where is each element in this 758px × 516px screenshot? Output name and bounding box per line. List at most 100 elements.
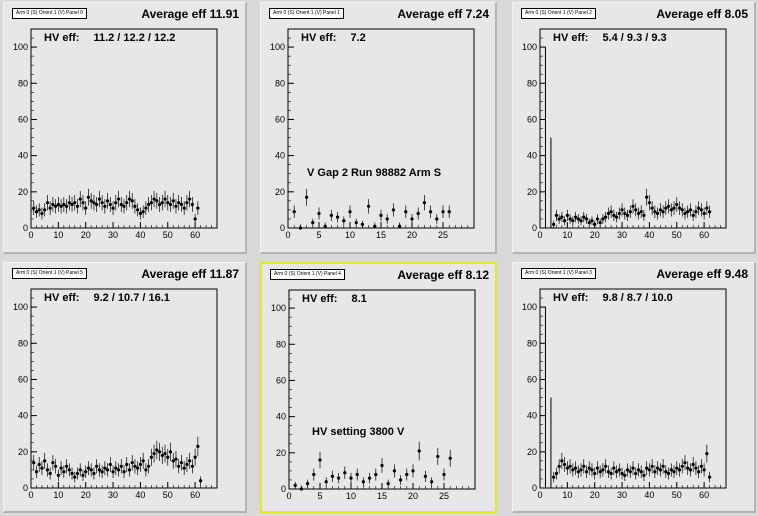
x-tick-label: 10	[346, 491, 356, 501]
data-point	[67, 468, 71, 472]
data-point	[658, 208, 662, 212]
data-point	[73, 201, 77, 205]
y-tick-label: 80	[276, 339, 286, 349]
y-tick-label: 100	[13, 302, 28, 312]
data-point	[374, 472, 378, 477]
y-tick-label: 20	[527, 447, 537, 457]
data-point	[385, 217, 389, 221]
histogram-pad-5[interactable]: 0 10 20 30 40 50 60 0 20 40 60 80 100 Arm 0 (S) Orien…	[512, 262, 756, 513]
data-point	[404, 210, 408, 214]
data-point	[51, 461, 55, 465]
data-point	[584, 470, 589, 474]
data-point	[625, 468, 630, 472]
data-point	[642, 213, 646, 217]
data-point	[122, 470, 126, 474]
data-point	[617, 211, 621, 216]
data-point	[32, 461, 36, 465]
y-tick-label: 60	[18, 114, 28, 124]
data-point	[560, 215, 564, 219]
hv-eff-label: HV eff: 11.2 / 12.2 / 12.2	[44, 32, 175, 44]
y-tick-label: 0	[23, 483, 28, 493]
data-point	[92, 201, 96, 205]
data-point	[653, 470, 657, 474]
data-point	[686, 466, 690, 470]
x-tick-label: 5	[316, 230, 321, 240]
histogram-pad-3[interactable]: 0 10 20 30 40 50 60 0 20 40 60 80 100 Arm 0 (S) Orien…	[3, 262, 247, 513]
y-tick-label: 80	[18, 338, 28, 348]
data-point	[658, 468, 662, 472]
hv-eff-title: HV eff:	[301, 32, 337, 44]
data-point	[355, 472, 359, 477]
data-point	[354, 220, 358, 225]
data-point	[119, 464, 123, 468]
data-point	[448, 456, 452, 460]
data-point	[579, 219, 583, 223]
x-tick-label: 0	[28, 230, 33, 240]
data-point	[182, 466, 186, 470]
histogram-pad-0[interactable]: 0 10 20 30 40 50 60 0 20 40 60 80 100 Arm 0 (S) Orien…	[3, 2, 247, 254]
data-point	[634, 208, 638, 212]
data-point	[398, 224, 402, 228]
y-tick-label: 0	[280, 223, 285, 233]
data-point	[56, 473, 60, 477]
x-tick-label: 50	[163, 490, 173, 500]
data-point	[606, 470, 610, 474]
y-tick-label: 100	[13, 42, 28, 52]
data-point	[70, 202, 74, 207]
average-eff-label: Average eff 8.12	[397, 268, 489, 282]
data-point	[664, 470, 668, 474]
x-tick-label: 10	[562, 230, 572, 240]
histogram-pad-4[interactable]: 0 5 10 15 20 25 0 20 40 60 80 100 Arm 0 (S) Orient 1…	[260, 262, 497, 513]
data-point	[40, 466, 44, 470]
data-point	[311, 220, 315, 225]
y-tick-label: 40	[18, 411, 28, 421]
y-tick-label: 40	[276, 412, 286, 422]
x-tick-label: 60	[699, 490, 709, 500]
data-point	[54, 204, 58, 208]
data-point	[138, 211, 143, 216]
data-point	[587, 466, 591, 470]
y-tick-label: 60	[276, 375, 286, 385]
data-point	[166, 455, 170, 459]
data-point	[160, 453, 164, 458]
x-tick-label: 10	[53, 490, 63, 500]
data-point	[323, 224, 327, 228]
data-point	[609, 471, 613, 476]
data-point	[411, 469, 415, 473]
hv-eff-label: HV eff: 9.2 / 10.7 / 16.1	[44, 292, 170, 304]
plot-svg: 0 5 10 15 20 25 0 20 40 60 80 100	[271, 289, 476, 501]
hv-eff-values: 9.8 / 8.7 / 10.0	[602, 292, 673, 304]
data-point	[576, 470, 580, 474]
data-point	[620, 471, 624, 476]
data-point	[293, 483, 297, 487]
data-point	[609, 210, 613, 214]
data-point	[582, 215, 586, 219]
data-point	[647, 468, 652, 472]
data-point	[75, 204, 80, 208]
pad-title: Arm 0 (S) Orient 1 (V) Panel 2	[521, 8, 596, 19]
data-point	[171, 459, 175, 463]
data-point	[595, 217, 600, 221]
data-point	[565, 466, 569, 470]
data-point	[688, 468, 693, 472]
hv-eff-values: 8.1	[351, 293, 367, 305]
data-point	[114, 466, 118, 470]
data-point	[405, 472, 409, 477]
average-eff-label: Average eff 8.05	[656, 7, 748, 21]
x-tick-label: 20	[590, 230, 600, 240]
data-point	[34, 210, 39, 214]
histogram-pad-1[interactable]: 0 5 10 15 20 25 0 20 40 60 80 100 Arm 0 (S) Orient 1…	[260, 2, 497, 254]
data-point	[379, 213, 383, 217]
y-tick-label: 80	[275, 78, 285, 88]
histogram-pad-2[interactable]: 0 10 20 30 40 50 60 0 20 40 60 80 100 Arm 0 (S) Orien…	[512, 2, 756, 254]
plot-frame	[287, 28, 475, 229]
plot-annotation: HV setting 3800 V	[312, 426, 405, 438]
x-tick-label: 0	[285, 230, 290, 240]
y-tick-label: 20	[275, 187, 285, 197]
hv-eff-values: 7.2	[350, 32, 366, 44]
data-point	[92, 471, 96, 476]
data-point	[573, 215, 578, 219]
data-point	[105, 468, 110, 472]
data-point	[59, 204, 63, 208]
hv-eff-label: HV eff: 9.8 / 8.7 / 10.0	[553, 292, 673, 304]
